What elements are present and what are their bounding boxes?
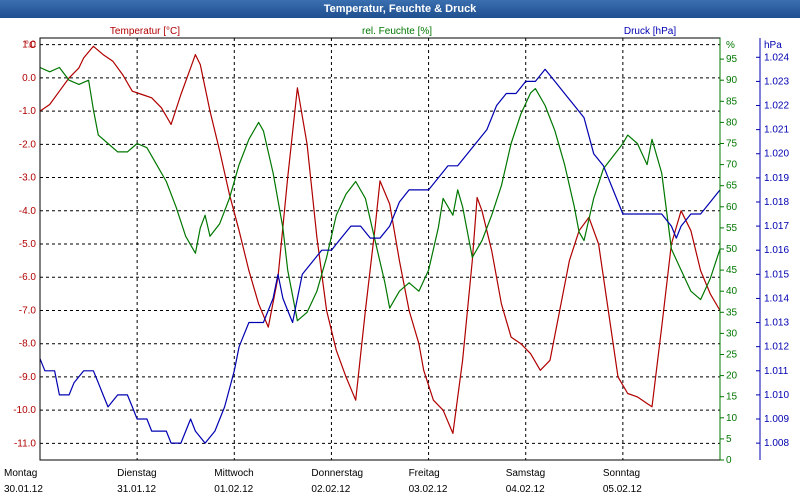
- humidity-tick-label: 40: [726, 286, 738, 297]
- x-day-label: Mittwoch: [214, 468, 253, 479]
- humidity-tick-label: 60: [726, 202, 738, 213]
- grid-layer: [40, 38, 720, 460]
- humidity-tick-label: 0: [726, 455, 732, 466]
- temperature-axis: 1.0 0.0 -1.0 -2.0 -3.0 -4.0 -5.0 -6.0 -7.0 -8.0 -9…: [13, 40, 36, 450]
- plot-frame: [39, 37, 721, 461]
- pressure-tick-label: 1.009: [764, 414, 789, 425]
- humidity-tick-label: 10: [726, 413, 738, 424]
- humidity-tick-label: 45: [726, 265, 738, 276]
- x-day-label: Freitag: [409, 468, 440, 479]
- x-day-label: Dienstag: [117, 468, 156, 479]
- x-day-label: Sonntag: [603, 468, 640, 479]
- x-date-label: 02.02.12: [311, 484, 350, 495]
- pressure-tick-label: 1.022: [764, 101, 789, 112]
- pressure-tick-label: 1.024: [764, 52, 789, 63]
- temperature-tick-label: -10.0: [13, 405, 36, 416]
- temperature-tick-label: -5.0: [19, 239, 37, 250]
- temperature-series-line: [39, 45, 721, 434]
- pressure-tick-label: 1.010: [764, 390, 789, 401]
- x-date-label: 05.02.12: [603, 484, 642, 495]
- temperature-tick-label: -2.0: [19, 139, 37, 150]
- pressure-axis-title: Druck [hPa]: [624, 26, 676, 37]
- temperature-tick-label: -11.0: [14, 438, 36, 449]
- x-date-label: 04.02.12: [506, 484, 545, 495]
- humidity-series-line: [39, 66, 721, 322]
- temperature-tick-label: -9.0: [19, 372, 37, 383]
- humidity-tick-label: 15: [726, 392, 738, 403]
- humidity-tick-label: 35: [726, 307, 738, 318]
- x-day-label: Montag: [4, 468, 37, 479]
- pressure-unit-label: hPa: [764, 40, 782, 51]
- pressure-tick-label: 1.021: [764, 125, 789, 136]
- humidity-tick-label: 90: [726, 75, 738, 86]
- x-date-label: 01.02.12: [214, 484, 253, 495]
- x-axis-labels: Montag 30.01.12 Dienstag 31.01.12 Mittwoch 01…: [4, 468, 642, 495]
- humidity-unit-label: %: [726, 40, 735, 51]
- temperature-tick-label: -8.0: [19, 339, 37, 350]
- temperature-axis-title: Temperatur [°C]: [110, 26, 180, 37]
- temperature-tick-label: -3.0: [19, 173, 37, 184]
- humidity-tick-label: 25: [726, 350, 738, 361]
- temperature-tick-label: -6.0: [19, 272, 37, 283]
- pressure-axis: 1.024 1.023 1.022 1.021 1.020 1.019 1.018 1.017…: [756, 52, 789, 449]
- pressure-tick-label: 1.008: [764, 438, 789, 449]
- pressure-tick-label: 1.011: [764, 366, 789, 377]
- temperature-tick-label: 0.0: [22, 73, 36, 84]
- humidity-tick-label: 5: [726, 434, 732, 445]
- humidity-tick-label: 85: [726, 96, 738, 107]
- humidity-tick-label: 75: [726, 139, 738, 150]
- temperature-tick-label: -1.0: [19, 106, 37, 117]
- humidity-tick-label: 50: [726, 244, 738, 255]
- temperature-unit-label: °C: [25, 40, 36, 51]
- x-day-label: Donnerstag: [311, 468, 363, 479]
- pressure-tick-label: 1.016: [764, 245, 789, 256]
- x-day-label: Samstag: [506, 468, 545, 479]
- temperature-tick-label: 1.0: [22, 40, 36, 51]
- series-layer: [39, 45, 721, 444]
- pressure-tick-label: 1.015: [764, 269, 789, 280]
- pressure-tick-label: 1.012: [764, 342, 789, 353]
- humidity-tick-label: 95: [726, 54, 738, 65]
- humidity-axis-title: rel. Feuchte [%]: [362, 26, 432, 37]
- pressure-tick-label: 1.018: [764, 197, 789, 208]
- x-date-label: 31.01.12: [117, 484, 156, 495]
- pressure-tick-label: 1.019: [764, 173, 789, 184]
- pressure-series-line: [39, 68, 721, 444]
- pressure-tick-label: 1.020: [764, 149, 789, 160]
- humidity-tick-label: 55: [726, 223, 738, 234]
- humidity-tick-label: 30: [726, 328, 738, 339]
- window-title: Temperatur, Feuchte & Druck: [0, 0, 800, 18]
- pressure-tick-label: 1.013: [764, 318, 789, 329]
- temperature-tick-label: -7.0: [19, 305, 37, 316]
- pressure-tick-label: 1.017: [764, 221, 789, 232]
- humidity-tick-label: 20: [726, 371, 738, 382]
- pressure-tick-label: 1.014: [764, 293, 789, 304]
- x-date-label: 03.02.12: [409, 484, 448, 495]
- humidity-tick-label: 80: [726, 117, 738, 128]
- humidity-tick-label: 65: [726, 181, 738, 192]
- x-date-label: 30.01.12: [4, 484, 43, 495]
- temperature-tick-label: -4.0: [19, 206, 37, 217]
- humidity-tick-label: 70: [726, 160, 738, 171]
- pressure-tick-label: 1.023: [764, 76, 789, 87]
